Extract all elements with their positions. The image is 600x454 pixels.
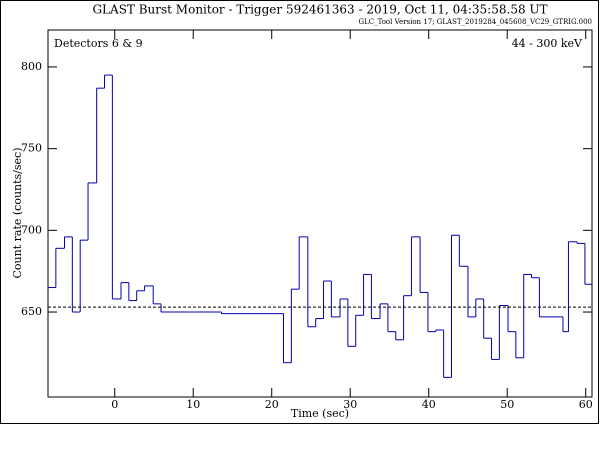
y-axis-label: Count rate (counts/sec)	[11, 148, 24, 279]
x-tick-label: 10	[186, 398, 200, 411]
y-tick-label: 650	[21, 305, 42, 318]
energy-label: 44 - 300 keV	[512, 37, 583, 50]
detector-label: Detectors 6 & 9	[54, 37, 143, 50]
chart-subtitle: GLC_Tool Version 17; GLAST_2019284_04560…	[359, 18, 593, 26]
x-tick-label: 30	[343, 398, 357, 411]
x-axis-label: Time (sec)	[291, 407, 349, 420]
x-tick-label: 20	[265, 398, 279, 411]
y-tick-label: 800	[21, 60, 42, 73]
y-tick-label: 750	[21, 142, 42, 155]
y-tick-label: 700	[21, 223, 42, 236]
x-tick-label: 50	[500, 398, 514, 411]
outer-frame	[0, 0, 599, 424]
x-tick-label: 60	[579, 398, 593, 411]
x-tick-label: 40	[422, 398, 436, 411]
chart-title: GLAST Burst Monitor - Trigger 592461363 …	[92, 3, 547, 17]
x-tick-label: 0	[111, 398, 118, 411]
plot-frame	[47, 29, 593, 398]
